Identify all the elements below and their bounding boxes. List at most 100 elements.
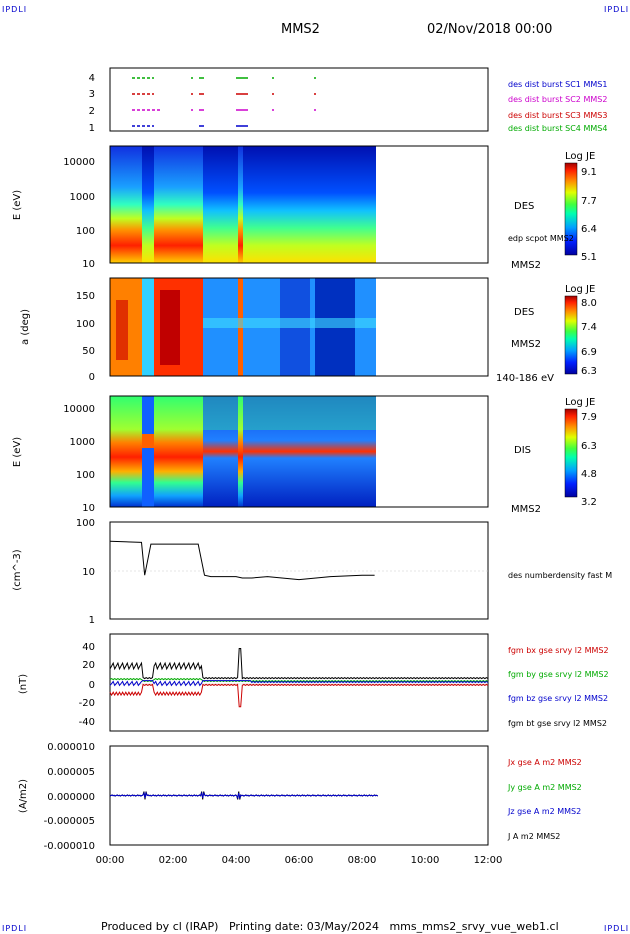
current-ytick-1: 0.000010 — [47, 742, 95, 753]
dis-energy-cbar-tick-3: 4.8 — [581, 469, 597, 480]
des-pitch-frame — [109, 277, 489, 377]
density-panel: (cm^-3) 100 10 1 des numberdensity fast … — [12, 518, 612, 626]
des-energy-ytick-100: 100 — [76, 226, 95, 237]
des-pitch-cbar-title: Log JE — [565, 284, 595, 295]
dis-energy-cbar-tick-2: 6.3 — [581, 441, 597, 452]
xtick-1200: 12:00 — [474, 855, 503, 866]
des-energy-cbar-title: Log JE — [565, 151, 595, 162]
bfield-ytick-m20: -20 — [79, 698, 95, 709]
des-pitch-cbar-tick-2: 7.4 — [581, 322, 597, 333]
footer-produced: Produced by cl (IRAP) — [101, 920, 219, 933]
dis-energy-colorbar — [564, 408, 578, 498]
bfield-ytick-40: 40 — [82, 642, 95, 653]
dis-energy-ylabel: E (eV) — [12, 437, 23, 467]
density-series-line — [109, 540, 375, 581]
dis-energy-ytick-100: 100 — [76, 470, 95, 481]
burst-legend-sc3: des dist burst SC3 MMS3 — [508, 111, 607, 120]
dis-energy-cbar-title: Log JE — [565, 397, 595, 408]
des-pitch-gap-1 — [142, 278, 154, 376]
des-pitch-ytick-50: 50 — [82, 346, 95, 357]
dis-energy-side-label: DIS — [514, 445, 531, 456]
current-legend-jy: Jy gse A m2 MMS2 — [507, 783, 582, 792]
bfield-bz-line — [109, 680, 489, 687]
burst-ytick-4: 4 — [89, 73, 95, 84]
des-pitch-side-label: DES — [514, 307, 534, 318]
bfield-legend-bx: fgm bx gse srvy l2 MMS2 — [508, 646, 609, 655]
des-energy-frame — [109, 145, 489, 264]
des-pitch-ylabel: a (deg) — [20, 309, 31, 345]
current-legend-j: J A m2 MMS2 — [507, 832, 560, 841]
des-pitch-ytick-0: 0 — [89, 372, 95, 383]
burst-ytick-1: 1 — [89, 123, 95, 134]
dis-energy-upper — [203, 396, 376, 430]
des-pitch-block-2b — [160, 290, 180, 365]
density-frame — [109, 521, 489, 620]
corner-label-left: IPDLI — [2, 5, 28, 14]
des-energy-panel: E (eV) 10000 1000 100 10 Log JE 9.1 7.7 … — [12, 145, 597, 271]
burst-legend-sc1: des dist burst SC1 MMS1 — [508, 80, 607, 89]
xtick-0800: 08:00 — [348, 855, 377, 866]
density-ytick-10: 10 — [82, 567, 95, 578]
des-energy-cbar-tick-3: 6.4 — [581, 224, 597, 235]
current-panel: (A/m2) 0.000010 0.000005 0.000000 -0.000… — [18, 742, 582, 852]
dis-energy-cbar-tick-1: 7.9 — [581, 412, 597, 423]
burst-legend-sc2: des dist burst SC2 MMS2 — [508, 95, 607, 104]
des-energy-mms-label: MMS2 — [511, 260, 541, 271]
des-pitch-mms-label: MMS2 — [511, 339, 541, 350]
footer-corner-right: IPDLI — [604, 924, 630, 933]
xtick-0600: 06:00 — [285, 855, 314, 866]
des-pitch-cbar-tick-1: 8.0 — [581, 298, 597, 309]
des-pitch-band — [203, 318, 376, 328]
dis-energy-ytick-10000: 10000 — [63, 404, 95, 415]
burst-ytick-2: 2 — [89, 106, 95, 117]
dis-energy-spike — [238, 396, 243, 507]
bfield-ytick-m40: -40 — [79, 717, 95, 728]
des-energy-colorbar — [564, 162, 578, 256]
bfield-legend-bz: fgm bz gse srvy l2 MMS2 — [508, 694, 608, 703]
des-energy-ytick-1000: 1000 — [70, 192, 95, 203]
current-ylabel: (A/m2) — [18, 779, 29, 813]
density-ytick-100: 100 — [76, 518, 95, 529]
current-ytick-3: 0.000000 — [47, 792, 95, 803]
bfield-panel: (nT) 40 20 0 -20 -40 fgm bx gse srvy l2 … — [18, 633, 609, 732]
footer-file: mms_mms2_srvy_vue_web1.cl — [389, 920, 559, 933]
bfield-bt-line — [109, 648, 489, 680]
dis-energy-mms-label: MMS2 — [511, 504, 541, 515]
des-pitch-panel: a (deg) 150 100 50 0 Log JE 8.0 7.4 6.9 … — [20, 277, 597, 384]
des-energy-gap-2 — [203, 146, 376, 263]
dis-energy-ytick-1000: 1000 — [70, 437, 95, 448]
footer-printing: Printing date: 03/May/2024 — [228, 920, 379, 933]
corner-label-right: IPDLI — [604, 5, 630, 14]
des-energy-scpot-label: edp scpot MMS2 — [508, 234, 574, 243]
burst-frame — [109, 67, 489, 132]
des-pitch-cbar-tick-4: 6.3 — [581, 366, 597, 377]
des-pitch-ytick-150: 150 — [76, 291, 95, 302]
current-legend-jz: Jz gse A m2 MMS2 — [507, 807, 581, 816]
density-ytick-1: 1 — [89, 615, 95, 626]
bfield-ytick-20: 20 — [82, 660, 95, 671]
burst-panel: 4 3 2 1 — [89, 67, 607, 134]
x-axis: 00:00 02:00 04:00 06:00 08:00 10:00 12:0… — [96, 855, 503, 866]
current-ytick-2: 0.000005 — [47, 767, 95, 778]
des-pitch-energy-label: 140-186 eV — [496, 373, 554, 384]
des-energy-cbar-tick-4: 5.1 — [581, 252, 597, 263]
bfield-legend-by: fgm by gse srvy l2 MMS2 — [508, 670, 609, 679]
bfield-bx-line — [109, 683, 489, 708]
density-legend: des numberdensity fast M — [508, 571, 612, 580]
dis-energy-frame — [109, 395, 489, 508]
density-ylabel: (cm^-3) — [12, 549, 23, 590]
dis-energy-ytick-10: 10 — [82, 503, 95, 514]
xtick-0000: 00:00 — [96, 855, 125, 866]
xtick-0400: 04:00 — [222, 855, 251, 866]
spacecraft-title: MMS2 — [281, 22, 320, 37]
des-pitch-colorbar — [564, 295, 578, 375]
des-pitch-block-1b — [116, 300, 128, 360]
burst-legend-sc4: des dist burst SC4 MMS4 — [508, 124, 607, 133]
des-energy-cbar-tick-2: 7.7 — [581, 196, 597, 207]
des-energy-gap-1 — [142, 146, 154, 263]
bfield-by-line — [109, 678, 489, 683]
des-pitch-cbar-tick-3: 6.9 — [581, 347, 597, 358]
date-title: 02/Nov/2018 00:00 — [427, 22, 553, 37]
des-energy-ytick-10: 10 — [82, 259, 95, 270]
